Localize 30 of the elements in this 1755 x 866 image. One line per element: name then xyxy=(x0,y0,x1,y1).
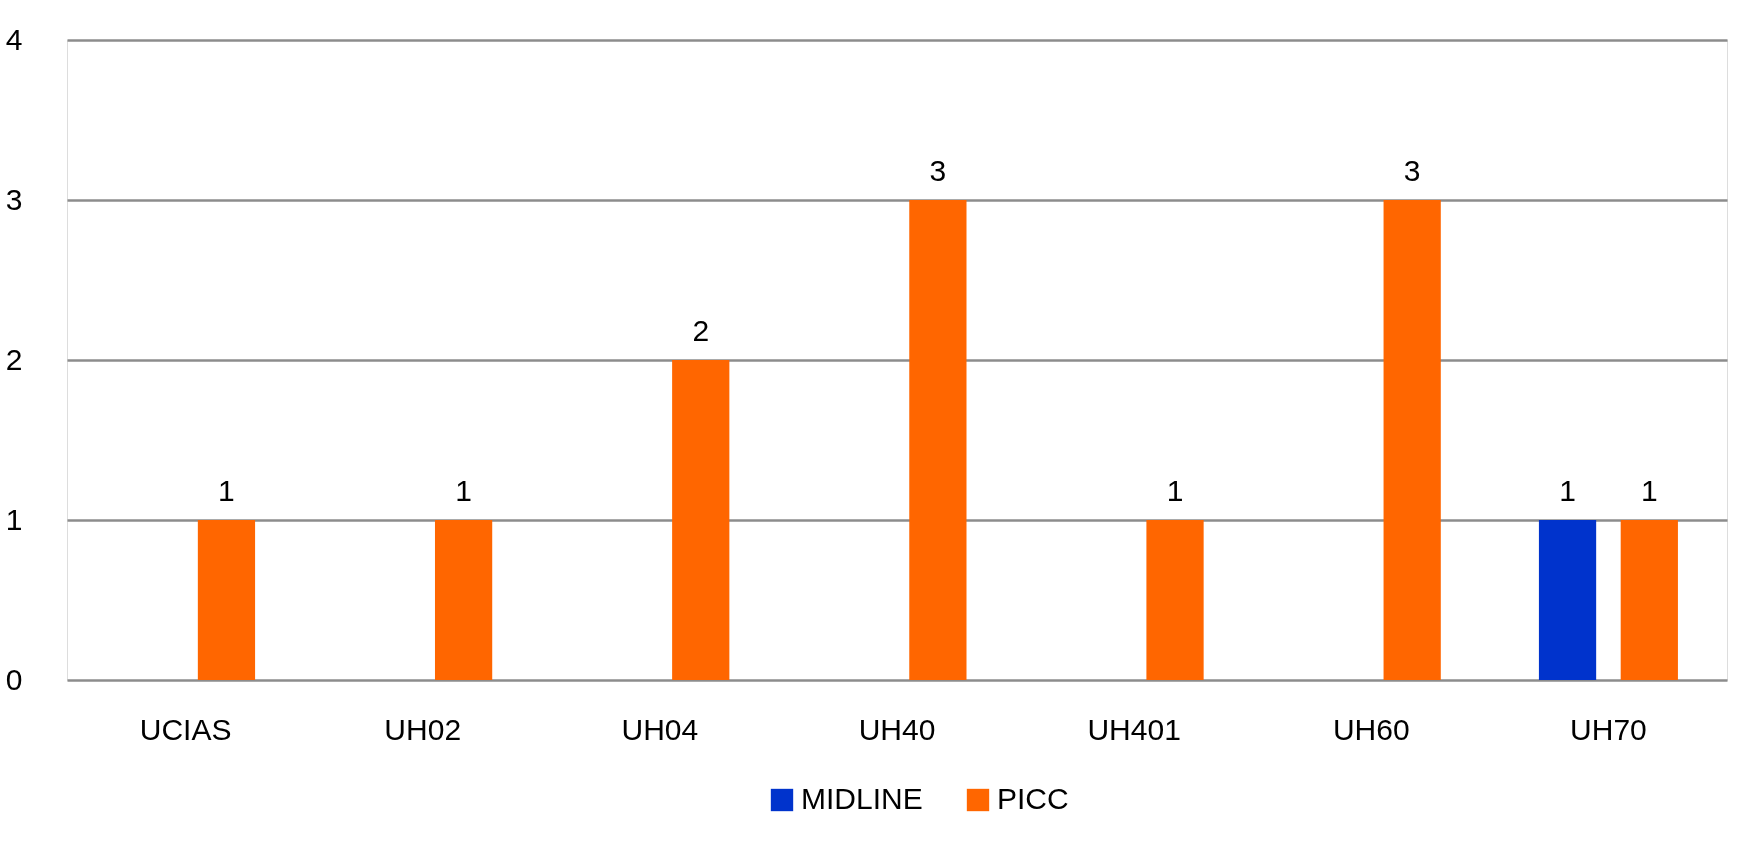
bar xyxy=(1538,520,1597,680)
data-label: 1 xyxy=(1166,474,1184,507)
x-tick-label: UH401 xyxy=(1087,712,1181,746)
data-label: 1 xyxy=(1640,474,1658,507)
data-label: 1 xyxy=(1559,474,1576,507)
data-label: 3 xyxy=(1403,154,1421,187)
y-tick-label: 4 xyxy=(5,22,23,56)
data-label: 1 xyxy=(455,474,472,507)
legend-label: MIDLINE xyxy=(801,782,923,815)
data-label: 1 xyxy=(218,474,235,507)
legend-label: PICC xyxy=(997,782,1069,815)
bar xyxy=(197,520,256,680)
y-tick-label: 3 xyxy=(5,182,23,216)
bar xyxy=(909,200,967,680)
x-tick-label: UH60 xyxy=(1332,712,1410,746)
bar xyxy=(434,520,493,680)
y-tick-label: 0 xyxy=(5,662,23,696)
x-tick-label: UH02 xyxy=(384,712,462,746)
x-tick-label: UCIAS xyxy=(139,712,232,746)
y-tick-label: 1 xyxy=(5,502,23,536)
bar xyxy=(1383,200,1441,680)
x-tick-label: UH70 xyxy=(1570,712,1647,746)
data-label: 3 xyxy=(929,154,947,187)
y-tick-label: 2 xyxy=(5,342,23,376)
bar xyxy=(1620,520,1678,680)
bar xyxy=(672,360,730,680)
x-tick-label: UH04 xyxy=(621,712,699,746)
x-tick-label: UH40 xyxy=(858,712,936,746)
data-label: 2 xyxy=(692,314,710,347)
bar xyxy=(1146,520,1204,680)
